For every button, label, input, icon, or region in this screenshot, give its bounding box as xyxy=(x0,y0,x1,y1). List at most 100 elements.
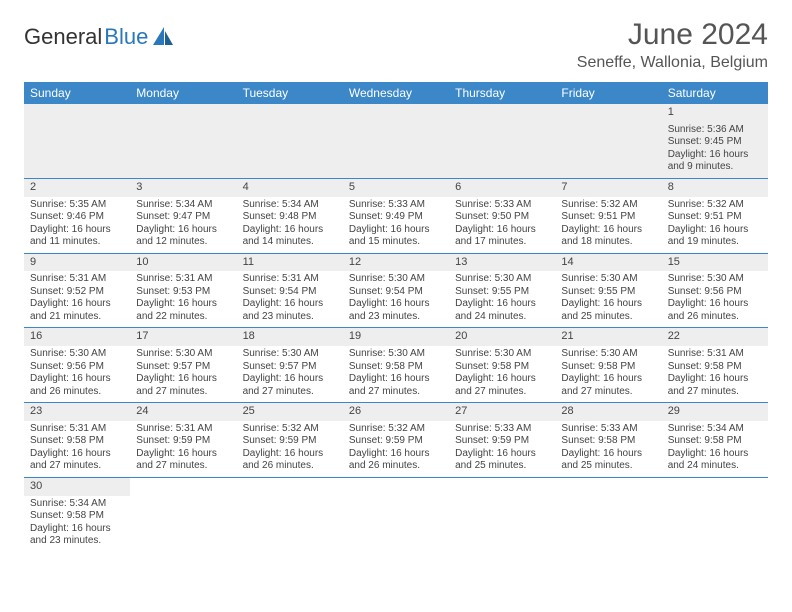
daylight-text: and 25 minutes. xyxy=(561,460,655,473)
daylight-text: Daylight: 16 hours xyxy=(349,224,443,237)
calendar-cell: 28Sunrise: 5:33 AMSunset: 9:58 PMDayligh… xyxy=(555,403,661,478)
daylight-text: and 26 minutes. xyxy=(30,386,124,399)
sunrise-text: Sunrise: 5:31 AM xyxy=(668,348,762,361)
day-number: 12 xyxy=(343,254,449,272)
day-number: 29 xyxy=(662,403,768,421)
weekday-header: Friday xyxy=(555,82,661,104)
day-number: 4 xyxy=(237,179,343,197)
calendar-cell: 16Sunrise: 5:30 AMSunset: 9:56 PMDayligh… xyxy=(24,328,130,403)
calendar-cell-empty xyxy=(24,104,130,178)
brand-text-1: General xyxy=(24,24,102,50)
calendar-cell: 7Sunrise: 5:32 AMSunset: 9:51 PMDaylight… xyxy=(555,178,661,253)
calendar-cell: 25Sunrise: 5:32 AMSunset: 9:59 PMDayligh… xyxy=(237,403,343,478)
daylight-text: and 25 minutes. xyxy=(561,311,655,324)
sunrise-text: Sunrise: 5:30 AM xyxy=(668,273,762,286)
sunset-text: Sunset: 9:50 PM xyxy=(455,211,549,224)
daylight-text: Daylight: 16 hours xyxy=(668,298,762,311)
calendar-cell: 24Sunrise: 5:31 AMSunset: 9:59 PMDayligh… xyxy=(130,403,236,478)
calendar-cell: 5Sunrise: 5:33 AMSunset: 9:49 PMDaylight… xyxy=(343,178,449,253)
daylight-text: and 23 minutes. xyxy=(243,311,337,324)
daylight-text: and 27 minutes. xyxy=(349,386,443,399)
sunset-text: Sunset: 9:59 PM xyxy=(136,435,230,448)
daylight-text: Daylight: 16 hours xyxy=(668,149,762,162)
weekday-header: Sunday xyxy=(24,82,130,104)
calendar-cell: 10Sunrise: 5:31 AMSunset: 9:53 PMDayligh… xyxy=(130,253,236,328)
daylight-text: Daylight: 16 hours xyxy=(136,448,230,461)
daylight-text: Daylight: 16 hours xyxy=(455,448,549,461)
calendar-cell: 2Sunrise: 5:35 AMSunset: 9:46 PMDaylight… xyxy=(24,178,130,253)
daylight-text: and 27 minutes. xyxy=(561,386,655,399)
daylight-text: and 27 minutes. xyxy=(243,386,337,399)
sunset-text: Sunset: 9:56 PM xyxy=(668,286,762,299)
weekday-header: Saturday xyxy=(662,82,768,104)
daylight-text: Daylight: 16 hours xyxy=(30,523,124,536)
day-number: 26 xyxy=(343,403,449,421)
day-number: 19 xyxy=(343,328,449,346)
daylight-text: and 23 minutes. xyxy=(349,311,443,324)
calendar-cell-empty xyxy=(130,104,236,178)
sunrise-text: Sunrise: 5:33 AM xyxy=(349,199,443,212)
sunrise-text: Sunrise: 5:33 AM xyxy=(561,423,655,436)
daylight-text: Daylight: 16 hours xyxy=(243,224,337,237)
sunset-text: Sunset: 9:53 PM xyxy=(136,286,230,299)
calendar-cell-empty xyxy=(237,477,343,551)
calendar-cell: 17Sunrise: 5:30 AMSunset: 9:57 PMDayligh… xyxy=(130,328,236,403)
daylight-text: Daylight: 16 hours xyxy=(668,373,762,386)
daylight-text: Daylight: 16 hours xyxy=(136,373,230,386)
sunset-text: Sunset: 9:55 PM xyxy=(561,286,655,299)
sunset-text: Sunset: 9:54 PM xyxy=(243,286,337,299)
calendar-row: 16Sunrise: 5:30 AMSunset: 9:56 PMDayligh… xyxy=(24,328,768,403)
sunrise-text: Sunrise: 5:30 AM xyxy=(455,348,549,361)
daylight-text: Daylight: 16 hours xyxy=(30,298,124,311)
day-number: 27 xyxy=(449,403,555,421)
daylight-text: and 24 minutes. xyxy=(668,460,762,473)
day-number: 8 xyxy=(662,179,768,197)
calendar-cell-empty xyxy=(555,477,661,551)
calendar-cell: 23Sunrise: 5:31 AMSunset: 9:58 PMDayligh… xyxy=(24,403,130,478)
sunset-text: Sunset: 9:51 PM xyxy=(668,211,762,224)
daylight-text: Daylight: 16 hours xyxy=(561,224,655,237)
sunrise-text: Sunrise: 5:32 AM xyxy=(561,199,655,212)
daylight-text: Daylight: 16 hours xyxy=(455,224,549,237)
weekday-header: Thursday xyxy=(449,82,555,104)
sunset-text: Sunset: 9:55 PM xyxy=(455,286,549,299)
sunrise-text: Sunrise: 5:32 AM xyxy=(243,423,337,436)
sunset-text: Sunset: 9:49 PM xyxy=(349,211,443,224)
day-number: 18 xyxy=(237,328,343,346)
brand-text-2: Blue xyxy=(104,24,148,50)
daylight-text: and 27 minutes. xyxy=(136,386,230,399)
day-number: 20 xyxy=(449,328,555,346)
calendar-row: 1Sunrise: 5:36 AMSunset: 9:45 PMDaylight… xyxy=(24,104,768,178)
weekday-header: Wednesday xyxy=(343,82,449,104)
day-number: 14 xyxy=(555,254,661,272)
calendar-head: SundayMondayTuesdayWednesdayThursdayFrid… xyxy=(24,82,768,104)
calendar-table: SundayMondayTuesdayWednesdayThursdayFrid… xyxy=(24,82,768,552)
calendar-cell: 19Sunrise: 5:30 AMSunset: 9:58 PMDayligh… xyxy=(343,328,449,403)
daylight-text: and 12 minutes. xyxy=(136,236,230,249)
calendar-cell: 27Sunrise: 5:33 AMSunset: 9:59 PMDayligh… xyxy=(449,403,555,478)
daylight-text: Daylight: 16 hours xyxy=(243,298,337,311)
daylight-text: Daylight: 16 hours xyxy=(243,373,337,386)
calendar-cell: 18Sunrise: 5:30 AMSunset: 9:57 PMDayligh… xyxy=(237,328,343,403)
daylight-text: Daylight: 16 hours xyxy=(561,298,655,311)
calendar-cell: 1Sunrise: 5:36 AMSunset: 9:45 PMDaylight… xyxy=(662,104,768,178)
daylight-text: Daylight: 16 hours xyxy=(349,373,443,386)
weekday-header: Monday xyxy=(130,82,236,104)
day-number: 24 xyxy=(130,403,236,421)
day-number: 2 xyxy=(24,179,130,197)
daylight-text: and 26 minutes. xyxy=(243,460,337,473)
daylight-text: Daylight: 16 hours xyxy=(30,448,124,461)
brand-logo: GeneralBlue xyxy=(24,18,175,50)
daylight-text: and 25 minutes. xyxy=(455,460,549,473)
sunrise-text: Sunrise: 5:36 AM xyxy=(668,124,762,137)
sunrise-text: Sunrise: 5:32 AM xyxy=(668,199,762,212)
sunrise-text: Sunrise: 5:35 AM xyxy=(30,199,124,212)
sunrise-text: Sunrise: 5:30 AM xyxy=(561,273,655,286)
calendar-cell: 11Sunrise: 5:31 AMSunset: 9:54 PMDayligh… xyxy=(237,253,343,328)
daylight-text: Daylight: 16 hours xyxy=(455,298,549,311)
sunrise-text: Sunrise: 5:34 AM xyxy=(243,199,337,212)
header: GeneralBlue June 2024 Seneffe, Wallonia,… xyxy=(24,18,768,72)
sunset-text: Sunset: 9:58 PM xyxy=(455,361,549,374)
sunset-text: Sunset: 9:58 PM xyxy=(668,361,762,374)
sunset-text: Sunset: 9:45 PM xyxy=(668,136,762,149)
